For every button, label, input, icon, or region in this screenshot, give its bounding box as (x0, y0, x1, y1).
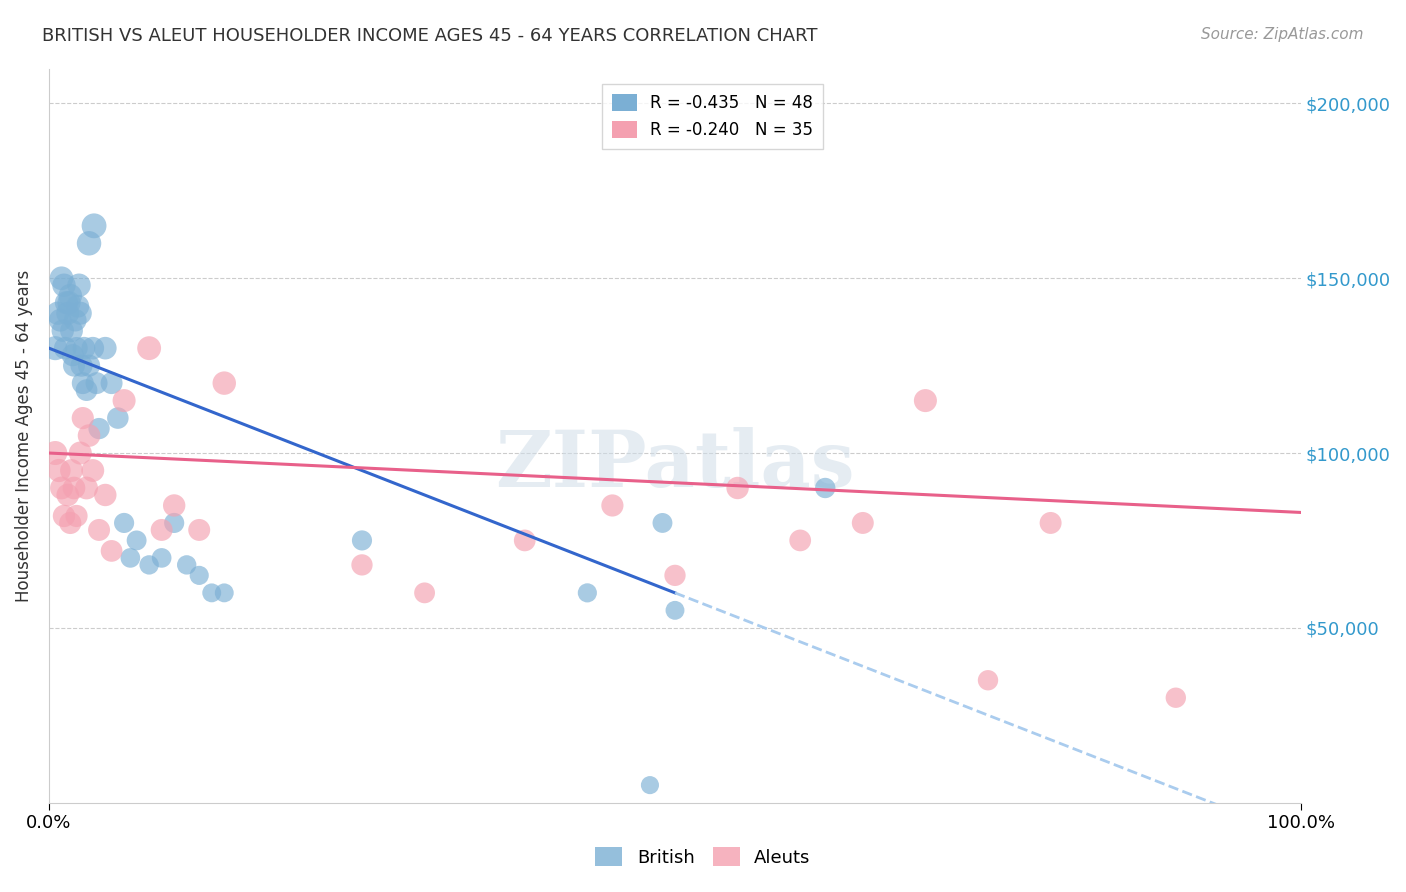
Point (65, 341, 87, 355)
Point (664, 568, 686, 582)
Point (188, 568, 211, 582)
Point (60, 463, 83, 477)
Point (1164, 690, 1187, 705)
Point (100, 544, 122, 558)
Point (163, 516, 186, 530)
Point (576, 586, 599, 600)
Point (513, 533, 536, 548)
Point (602, 499, 624, 513)
Point (201, 586, 224, 600)
Point (94, 488, 117, 502)
Point (76, 481, 98, 495)
Point (46, 306, 69, 320)
Point (63, 481, 86, 495)
Point (87, 421, 110, 435)
Point (65, 313, 87, 327)
Point (44, 446, 66, 460)
Point (852, 516, 875, 530)
Point (814, 481, 837, 495)
Point (914, 393, 936, 408)
Point (651, 516, 673, 530)
Point (413, 586, 436, 600)
Point (60, 324, 83, 338)
Text: BRITISH VS ALEUT HOUSEHOLDER INCOME AGES 45 - 64 YEARS CORRELATION CHART: BRITISH VS ALEUT HOUSEHOLDER INCOME AGES… (42, 27, 818, 45)
Point (789, 533, 811, 548)
Point (82, 463, 104, 477)
Point (52, 324, 75, 338)
Point (59, 516, 82, 530)
Point (107, 411, 129, 425)
Point (70, 359, 93, 373)
Point (67, 278, 90, 293)
Point (72, 376, 94, 391)
Point (55, 295, 77, 310)
Point (77, 359, 100, 373)
Point (94, 341, 117, 355)
Point (56, 488, 79, 502)
Legend: R = -0.435   N = 48, R = -0.240   N = 35: R = -0.435 N = 48, R = -0.240 N = 35 (602, 84, 823, 149)
Point (100, 376, 122, 391)
Point (82, 341, 104, 355)
Point (51, 481, 73, 495)
Point (727, 481, 749, 495)
Point (48, 463, 70, 477)
Point (72, 411, 94, 425)
Point (66, 299, 89, 313)
Point (112, 516, 135, 530)
Point (120, 550, 142, 565)
Text: ZIPatlas: ZIPatlas (495, 427, 855, 503)
Point (49, 313, 72, 327)
Point (176, 558, 198, 572)
Point (76, 383, 98, 397)
Point (63, 359, 86, 373)
Point (44, 341, 66, 355)
Text: Source: ZipAtlas.com: Source: ZipAtlas.com (1201, 27, 1364, 42)
Point (86, 376, 108, 391)
Point (56, 306, 79, 320)
Y-axis label: Householder Income Ages 45 - 64 years: Householder Income Ages 45 - 64 years (15, 269, 32, 602)
Point (51, 271, 73, 285)
Point (87, 523, 110, 537)
Legend: British, Aleuts: British, Aleuts (588, 840, 818, 874)
Point (214, 376, 236, 391)
Point (59, 289, 82, 303)
Point (977, 673, 1000, 688)
Point (638, 778, 661, 792)
Point (62, 348, 84, 362)
Point (53, 341, 76, 355)
Point (163, 499, 186, 513)
Point (214, 586, 236, 600)
Point (73, 341, 96, 355)
Point (350, 533, 373, 548)
Point (83, 219, 105, 233)
Point (69, 446, 91, 460)
Point (150, 550, 173, 565)
Point (188, 523, 211, 537)
Point (350, 558, 373, 572)
Point (53, 508, 76, 523)
Point (77, 236, 100, 251)
Point (664, 603, 686, 617)
Point (53, 278, 76, 293)
Point (77, 428, 100, 442)
Point (150, 523, 173, 537)
Point (125, 533, 148, 548)
Point (58, 295, 80, 310)
Point (1039, 516, 1062, 530)
Point (112, 393, 135, 408)
Point (65, 508, 87, 523)
Point (138, 558, 160, 572)
Point (69, 306, 91, 320)
Point (138, 341, 160, 355)
